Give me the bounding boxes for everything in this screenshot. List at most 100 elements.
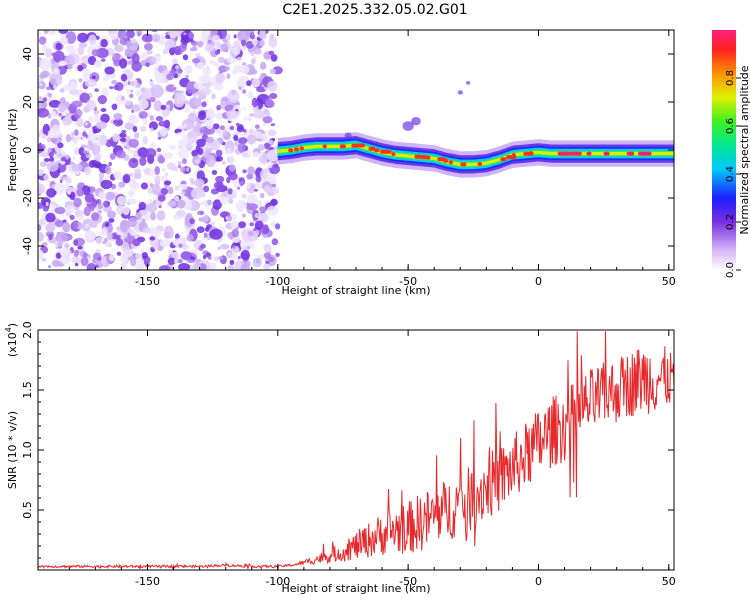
noise-blob [158,120,169,127]
noise-blob [123,142,128,147]
noise-blob [143,168,151,175]
noise-blob [38,224,42,232]
ridge-cyan-band [277,140,674,170]
noise-blob [187,112,198,124]
noise-blob [174,195,180,202]
noise-blob [45,222,56,233]
noise-blob [88,160,96,168]
noise-blob [84,166,91,176]
noise-blob [139,156,147,166]
noise-blob [85,223,89,228]
noise-blob [141,51,149,60]
noise-blob [48,30,56,36]
noise-blob [206,155,216,168]
noise-blob [261,224,270,235]
noise-blob [192,125,199,132]
noise-blob [186,167,190,172]
noise-blob [168,249,173,255]
noise-blob [112,133,119,143]
noise-blob [71,255,81,264]
noise-blob [225,110,240,119]
noise-blob [138,201,146,210]
noise-blob [213,62,220,67]
noise-blob [149,229,162,238]
noise-blob [50,184,55,189]
noise-blob [204,43,214,52]
noise-blob [203,254,207,260]
noise-blob [67,190,72,195]
noise-blob [149,56,157,64]
noise-blob [141,218,146,224]
noise-blob [115,238,124,246]
noise-blob [101,256,107,266]
noise-blob [228,172,238,181]
noise-blob [134,168,141,174]
noise-blob [111,103,118,111]
noise-blob [84,121,89,126]
noise-blob [65,31,77,44]
noise-blob [39,82,43,86]
noise-blob [185,74,190,79]
noise-blob [132,126,138,133]
noise-blob [41,242,48,247]
noise-blob [119,58,128,69]
noise-blob [46,161,59,172]
noise-blob [268,50,275,56]
noise-blob [220,43,229,52]
noise-blob [130,256,137,267]
noise-blob [212,123,220,130]
noise-blob [38,249,44,261]
noise-blob [91,212,100,221]
noise-blob [183,128,188,132]
noise-blob [44,48,52,58]
noise-blob [60,254,72,265]
noise-blob [189,218,196,225]
noise-blob [51,148,56,153]
noise-blob [219,196,229,205]
noise-blob [41,258,47,262]
noise-blob [269,93,278,99]
noise-blob [219,125,225,130]
noise-blob [84,230,95,242]
noise-blob [142,118,148,126]
noise-blob [113,170,122,179]
noise-blob [119,132,127,138]
noise-blob [246,203,258,211]
noise-blob [153,73,159,78]
noise-blob [121,96,125,101]
noise-blob [100,113,110,124]
noise-blob [59,247,69,257]
noise-blob [250,69,258,75]
noise-blob [38,218,46,226]
noise-blob [76,117,84,128]
noise-region [38,30,283,270]
noise-blob [146,202,158,213]
noise-blob [91,75,96,79]
snr-ytick-label: 1.5 [21,381,34,399]
noise-blob [79,92,90,103]
noise-blob [137,260,145,269]
noise-blob [126,88,130,94]
noise-blob [237,258,242,262]
noise-blob [200,243,206,249]
noise-blob [64,182,71,189]
noise-blob [107,210,117,219]
noise-blob [248,128,255,134]
ridge-peak [500,157,507,162]
noise-blob [222,129,228,136]
noise-blob [155,116,164,122]
noise-blob [130,80,135,87]
noise-blob [65,205,75,214]
noise-blob [215,128,221,133]
noise-blob [238,137,248,145]
snr-panel: -150 -100 -50 0 50 0.5 1.0 1.5 2.0 Height of str… [4,321,676,595]
noise-blob [269,68,276,75]
noise-blob [197,110,207,121]
noise-blob [158,265,170,270]
colorbar: 0.0 0.2 0.4 0.6 0.8 Normalized spectral ampl… [712,30,750,278]
noise-blob [129,93,134,99]
noise-blob [196,62,205,70]
noise-blob [90,221,98,229]
noise-blob [159,40,165,45]
noise-blob [185,142,193,152]
